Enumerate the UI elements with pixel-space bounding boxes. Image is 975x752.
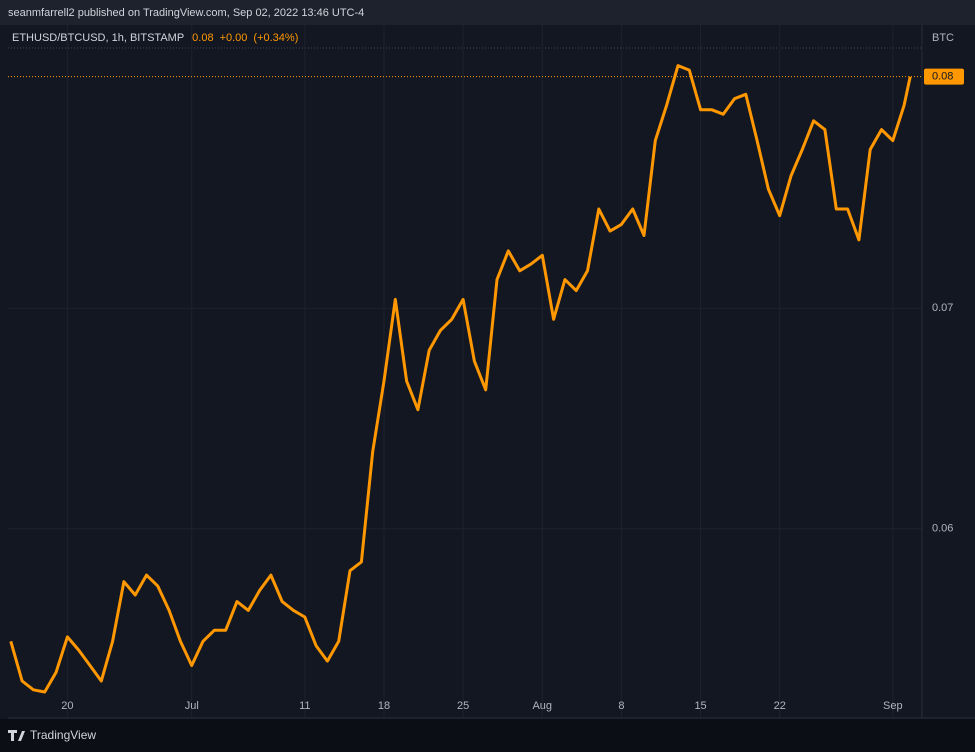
price-line [9, 64, 912, 694]
last-price-label: 0.08 [932, 71, 953, 83]
x-tick-label: 25 [457, 700, 469, 712]
x-tick-label: 18 [378, 700, 390, 712]
x-tick-label: Aug [532, 700, 552, 712]
x-tick-label: 15 [694, 700, 706, 712]
top-bar [0, 0, 975, 25]
legend-value: 0.08 [192, 32, 213, 44]
last-price-box [924, 68, 964, 85]
brand: TradingView [30, 728, 96, 742]
legend-value: (+0.34%) [253, 32, 298, 44]
y-unit: BTC [932, 32, 954, 44]
x-tick-label: Jul [185, 700, 199, 712]
x-tick-label: Sep [883, 700, 903, 712]
brand-logo [8, 730, 25, 741]
legend-value: +0.00 [220, 32, 248, 44]
x-tick-label: 11 [299, 700, 310, 712]
x-tick-label: 20 [61, 700, 73, 712]
publisher: seanmfarrell2 published on TradingView.c… [8, 7, 364, 19]
y-tick-label: 0.07 [932, 302, 953, 314]
legend-title: ETHUSD/BTCUSD, 1h, BITSTAMP [12, 32, 184, 44]
x-tick-label: 8 [618, 700, 624, 712]
y-tick-label: 0.06 [932, 523, 953, 535]
x-tick-label: 22 [774, 700, 786, 712]
footer-bar [0, 719, 975, 752]
plot-area [8, 25, 922, 718]
